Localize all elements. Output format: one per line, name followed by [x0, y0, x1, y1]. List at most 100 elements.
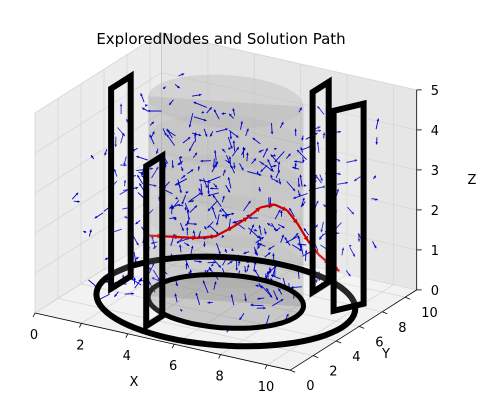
explored-arrow-head [157, 277, 160, 281]
explored-arrow-head [169, 102, 172, 105]
grid-line [34, 152, 162, 234]
x-tick-label: 6 [169, 359, 177, 374]
explored-arrow-head [275, 179, 279, 183]
explored-arrow-head [255, 284, 259, 288]
explored-arrow-head [213, 261, 216, 264]
explored-arrow-head [186, 227, 189, 230]
explored-arrow-head [151, 263, 155, 266]
explored-arrow-head [177, 85, 180, 89]
explored-arrow-head [224, 248, 228, 252]
explored-arrow-head [180, 309, 183, 312]
explored-arrow-head [77, 200, 80, 203]
explored-arrow-head [294, 160, 297, 163]
explored-arrow-head [239, 317, 242, 320]
grid-line [266, 284, 394, 366]
explored-arrow-head [266, 271, 270, 274]
explored-arrow-head [300, 147, 303, 150]
explored-arrow-head [185, 223, 188, 226]
explored-arrow-head [286, 313, 289, 317]
explored-arrow-head [153, 246, 156, 249]
explored-arrow-head [114, 144, 117, 147]
explored-arrow-head [198, 192, 202, 195]
explored-arrow-head [268, 267, 272, 270]
explored-arrow-head [273, 153, 276, 157]
explored-arrow-head [278, 288, 281, 292]
explored-arrow-head [139, 278, 143, 281]
z-tick-label: 3 [431, 164, 439, 179]
explored-arrow-head [151, 121, 154, 125]
explored-arrow-head [302, 160, 305, 163]
explored-arrow-head [206, 269, 209, 273]
explored-arrow-head [304, 250, 308, 253]
explored-arrow-head [270, 174, 273, 178]
explored-arrow-head [242, 147, 245, 150]
explored-arrow-head [237, 260, 241, 264]
explored-arrow-head [297, 236, 301, 239]
explored-arrow-head [171, 165, 175, 169]
explored-arrow-head [267, 223, 270, 226]
explored-arrow-head [265, 148, 268, 151]
back-pane [161, 32, 417, 290]
explored-arrow-head [121, 133, 125, 136]
explored-arrow-head [373, 175, 376, 179]
solution-arrow-head [292, 218, 298, 224]
explored-arrow-head [151, 241, 154, 245]
explored-arrow-head [113, 169, 117, 172]
explored-arrow-head [166, 130, 170, 133]
solution-arrow-head [227, 227, 233, 232]
explored-arrow-head [201, 110, 205, 114]
explored-arrow-head [258, 225, 261, 228]
y-tick-label: 4 [352, 350, 360, 365]
explored-arrow-head [119, 103, 123, 107]
explored-arrow-head [281, 234, 284, 238]
explored-arrow-head [277, 161, 281, 165]
explored-arrow-head [194, 205, 197, 209]
explored-arrow-head [123, 180, 127, 183]
explored-arrow-head [254, 269, 257, 273]
solution-arrow-head [313, 249, 319, 255]
explored-arrow-head [352, 253, 355, 257]
explored-arrow-head [376, 118, 380, 122]
x-tick-label: 2 [76, 338, 84, 353]
explored-arrow [189, 113, 194, 128]
explored-arrow-head [297, 184, 301, 188]
explored-arrow-head [317, 126, 321, 129]
explored-arrow-head [209, 107, 212, 110]
explored-arrow-head [175, 283, 178, 287]
explored-arrow-head [218, 265, 221, 268]
explored-arrow-head [228, 156, 232, 159]
explored-arrow-head [375, 142, 378, 145]
explored-arrow-head [140, 93, 143, 96]
explored-arrow-head [181, 73, 185, 76]
solution-arrow-head [255, 207, 261, 213]
grid-line [161, 192, 417, 251]
explored-arrow-head [281, 225, 285, 228]
explored-arrow-head [302, 197, 305, 201]
explored-arrow-head [320, 229, 323, 233]
grid-line [161, 72, 417, 131]
explored-arrow-head [267, 159, 270, 162]
explored-arrow-head [273, 164, 277, 168]
explored-arrow-head [318, 129, 321, 132]
explored-arrow-head [89, 229, 92, 233]
explored-arrow-head [254, 228, 257, 232]
explored-arrow-head [148, 281, 152, 285]
explored-arrow-head [316, 141, 320, 145]
grid-line [161, 32, 417, 91]
explored-arrow-head [322, 132, 326, 136]
explored-arrow [247, 170, 262, 176]
explored-arrow-head [267, 252, 271, 255]
explored-arrow-head [354, 178, 357, 181]
explored-arrow-head [235, 268, 238, 271]
explored-arrow-head [136, 155, 139, 159]
explored-arrow-head [280, 299, 284, 302]
x-tick-mark [125, 333, 129, 338]
explored-arrow-head [294, 163, 297, 166]
explored-arrow-head [246, 264, 250, 268]
cylinder-obstacle [148, 74, 304, 329]
explored-arrow-head [280, 210, 283, 213]
explored-arrow-head [320, 178, 323, 182]
explored-arrow-head [221, 112, 224, 115]
explored-arrow-head [303, 228, 307, 232]
